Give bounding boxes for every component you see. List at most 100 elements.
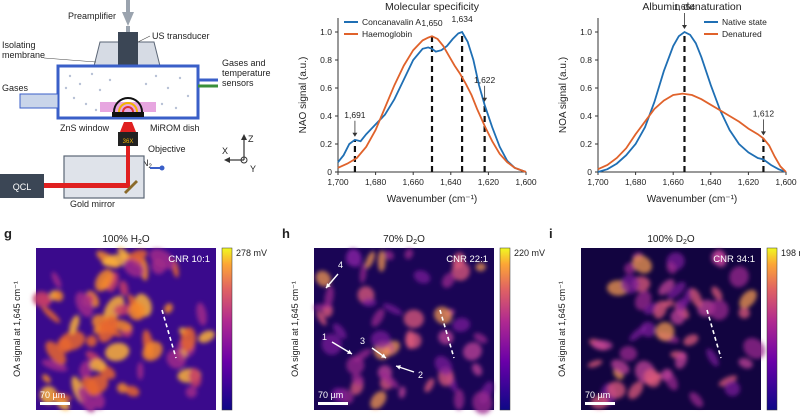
cell-blob [39,386,58,405]
image-panel-g: g 100% H2O CNR 10:1 70 µm OA signal at 1,645… [0,222,270,419]
cell-blob [619,346,638,362]
cell-blob [119,280,129,297]
cell-blob [166,349,186,369]
gold-mirror-label: Gold mirror [70,199,115,209]
x-tick-label: 1,680 [365,177,387,187]
panel-letter: i [549,226,553,241]
cell-arrow-label: 2 [418,370,423,380]
y-tick-label: 0.8 [320,55,332,65]
y-tick-label: 0.2 [580,139,592,149]
cell-blob [126,249,148,263]
cell-blob [689,288,703,308]
profile-line [161,309,177,359]
y-tick-label: 0.6 [580,83,592,93]
y-axis-label: NOA signal (a.u.) [558,57,569,133]
objective [118,132,138,146]
cell-blob [628,381,644,400]
cell-blob [180,327,196,352]
scalebar [585,402,615,405]
peak-arrowhead [352,132,358,137]
cell-blob [125,385,140,397]
panel-letter: g [4,226,12,241]
series-line-denatured [597,92,787,173]
cell-blob [149,248,175,270]
cell-blob [185,386,198,398]
image-title: 100% D2O [647,234,694,246]
image-title: 70% D2O [383,234,425,246]
cell-blob [322,305,333,318]
x-tick-label: 1,620 [738,177,760,187]
svg-text:36X: 36X [123,139,134,145]
image-panel-h: h 70% D2O CNR 22:1 70 µm 1 2 3 4 OA signal at 1,… [278,222,548,419]
cell-blob [45,341,67,365]
panel-letter: h [282,226,290,241]
cell-blob [113,303,132,316]
peak-arrowhead [760,131,766,136]
legend-label: Denatured [722,29,762,39]
cell-blob [123,259,144,277]
cell-blob [198,330,215,343]
cell-blob [473,332,488,344]
scalebar-label: 70 µm [318,390,343,400]
sensors-label: Gases and temperature sensors [222,58,271,88]
scalebar [40,402,70,405]
cell-blob [116,382,128,394]
cell-blob [384,250,394,261]
cell-blob [365,251,375,269]
cell-blob [629,325,648,341]
cnr-label: CNR 34:1 [713,254,755,265]
x-tick-label: 1,620 [478,177,500,187]
cell-blob [359,263,367,284]
profile-line [706,309,722,359]
cell-blob [370,391,387,410]
cell-arrow-label: 3 [360,336,365,346]
x-tick-label: 1,640 [440,177,462,187]
cell-blob [689,392,704,408]
cell-blob [370,330,391,349]
cell-blob [738,307,750,319]
cell-blob [196,302,207,326]
y-tick-label: 1.0 [580,27,592,37]
legend-label: Concanavalin A [362,17,421,27]
cell-blob [683,334,699,346]
cell-blob [404,248,414,260]
cell-blob [709,299,729,321]
cell-blob [41,359,68,372]
y-tick-label: 0.4 [580,111,592,121]
oa-image-cells [313,248,494,415]
gases-label: Gases [2,83,29,93]
cell-blob [667,281,686,299]
x-tick-label: 1,680 [625,177,647,187]
colorbar [766,247,778,411]
cell-arrow-label: 4 [338,260,343,270]
peak-label: 1,650 [421,18,443,28]
cell-blob [333,323,347,339]
x-tick-label: 1,700 [327,177,349,187]
peak-label: 1,634 [451,14,473,24]
y-tick-label: 0.6 [320,83,332,93]
cell-blob [724,380,741,397]
y-tick-label: 0 [587,167,592,177]
cell-blob [711,286,723,301]
cell-blob [640,321,656,338]
series-line-native-state [597,30,787,173]
cell-blob [101,254,131,267]
legend-label: Native state [722,17,767,27]
preamplifier-icon [122,12,134,26]
svg-text:Z: Z [248,134,254,144]
cell-blob [655,322,675,341]
cell-blob [403,309,424,329]
cell-blob [670,309,685,325]
cell-blob [89,358,107,372]
cell-blob [315,270,332,287]
cell-blob [77,387,96,413]
cell-blob [377,250,386,272]
cell-blob [592,340,613,350]
legend-label: Haemoglobin [362,29,412,39]
x-tick-label: 1,600 [775,177,797,187]
svg-text:Y: Y [250,164,256,174]
series-line-haemoglobin [337,35,527,173]
cell-blob [643,368,661,388]
scalebar [318,402,348,405]
cell-blob [188,368,202,388]
